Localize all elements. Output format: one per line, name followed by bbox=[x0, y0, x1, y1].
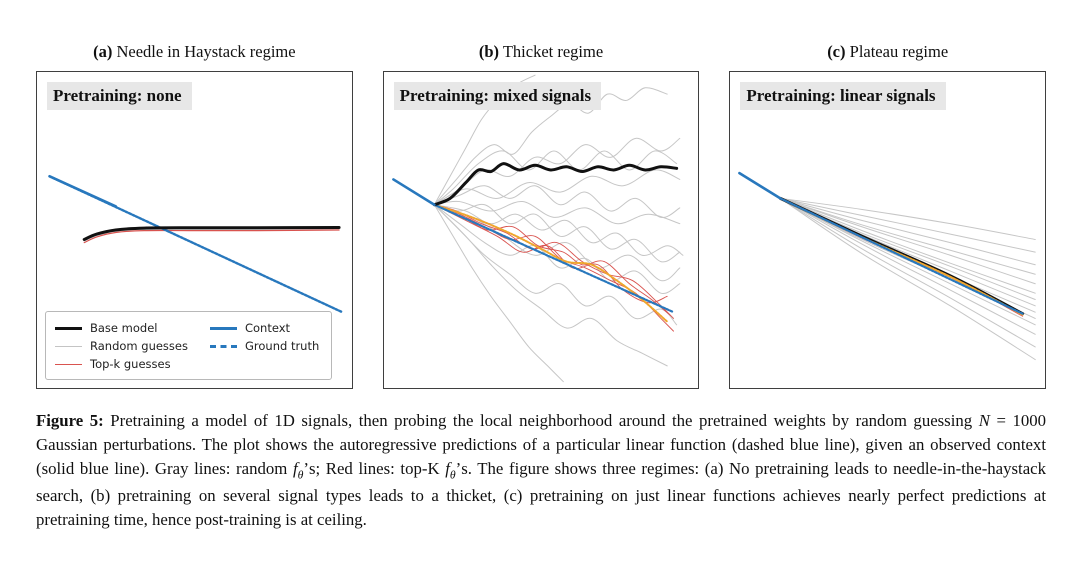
legend-column: Base model Random guesses Top-k guesses bbox=[55, 319, 188, 373]
plot-thicket bbox=[384, 72, 699, 388]
legend-item: Top-k guesses bbox=[55, 355, 188, 373]
series-random-guess-6 bbox=[434, 205, 679, 294]
series-random-guess-2 bbox=[781, 198, 1036, 252]
caption-segment: ’s; Red lines: top-K bbox=[303, 459, 446, 479]
series-random-guess-6 bbox=[781, 198, 1036, 293]
series-top-k-guess-2 bbox=[434, 205, 673, 331]
caption-segment: f bbox=[292, 459, 298, 479]
legend-label: Top-k guesses bbox=[90, 357, 171, 371]
series-random-guess-12 bbox=[781, 198, 1036, 334]
panel-tag-b: (b) bbox=[478, 42, 500, 61]
pretraining-label-b: Pretraining: mixed signals bbox=[393, 82, 602, 110]
series-context bbox=[740, 173, 781, 198]
series-random-guess-3 bbox=[434, 138, 679, 204]
series-top-k-guesses bbox=[84, 230, 339, 243]
legend-line-sample bbox=[55, 326, 82, 330]
panel-title-a: (a) Needle in Haystack regime bbox=[36, 42, 353, 62]
series-ground-truth bbox=[434, 205, 673, 312]
series-random-guess-4 bbox=[781, 198, 1036, 274]
legend-item: Context bbox=[209, 319, 319, 337]
series-top-k-guess-4 bbox=[434, 205, 673, 319]
legend-line-sample bbox=[55, 363, 82, 365]
caption-segment: θ bbox=[449, 468, 456, 482]
legend-label: Context bbox=[244, 321, 291, 335]
figure-5: (a) Needle in Haystack regime (b) Thicke… bbox=[36, 42, 1047, 532]
series-random-guess-14 bbox=[434, 205, 679, 281]
legend-label: Base model bbox=[90, 321, 158, 335]
pretraining-label-a: Pretraining: none bbox=[47, 82, 192, 110]
legend-item: Ground truth bbox=[209, 337, 320, 355]
caption-segment: = 1000 Gaussian perturbations. The plot … bbox=[36, 411, 1047, 479]
series-random-guess-9 bbox=[434, 205, 563, 382]
series-random-guess-5 bbox=[781, 198, 1036, 283]
series-random-guess-14 bbox=[781, 198, 1036, 359]
series-top-k-guess-3 bbox=[434, 205, 667, 303]
plot-plateau bbox=[730, 72, 1045, 388]
pretraining-label-c: Pretraining: linear signals bbox=[740, 82, 946, 110]
panel-needle-in-haystack: Pretraining: none Base model Random guess… bbox=[36, 71, 353, 389]
caption-segment: ’s. The figure shows three regimes: (a) … bbox=[36, 459, 1046, 530]
series-random-guess-2 bbox=[434, 88, 667, 205]
series-ground-truth bbox=[781, 198, 1023, 313]
panel-plateau: Pretraining: linear signals bbox=[729, 71, 1047, 389]
panel-title-text-b: Thicket regime bbox=[499, 42, 604, 61]
panel-title-text-a: Needle in Haystack regime bbox=[112, 42, 296, 61]
series-random-guess-7 bbox=[434, 205, 676, 325]
legend-line-sample bbox=[55, 345, 82, 347]
panel-title-b: (b) Thicket regime bbox=[383, 42, 700, 62]
series-base-model bbox=[434, 164, 676, 205]
series-random-guess-11 bbox=[434, 170, 679, 205]
figure-caption: Figure 5: Pretraining a model of 1D sign… bbox=[36, 409, 1046, 532]
series-base-model bbox=[84, 227, 339, 239]
plot-legend: Base model Random guesses Top-k guesses Con… bbox=[45, 311, 333, 380]
plot-needle-in-haystack bbox=[37, 72, 352, 388]
panel-titles-row: (a) Needle in Haystack regime (b) Thicke… bbox=[36, 42, 1046, 62]
series-random-guess-5 bbox=[434, 205, 683, 256]
series-random-guess-12 bbox=[434, 204, 679, 262]
caption-segment: Pretraining a model of 1D signals, then … bbox=[103, 411, 979, 430]
legend-column: Context Ground truth bbox=[209, 319, 320, 373]
panel-tag-c: (c) bbox=[827, 42, 846, 61]
panel-title-c: (c) Plateau regime bbox=[729, 42, 1046, 62]
series-random-guess-4 bbox=[434, 186, 679, 218]
legend-label: Ground truth bbox=[244, 339, 320, 353]
panel-tag-a: (a) bbox=[93, 42, 113, 61]
caption-segment: N bbox=[978, 411, 990, 430]
series-random-guess-11 bbox=[781, 198, 1036, 324]
series-context bbox=[393, 179, 434, 204]
series-random-guess-13 bbox=[781, 198, 1036, 347]
series-context bbox=[50, 176, 116, 206]
series-random-guess-10 bbox=[434, 201, 679, 223]
legend-line-sample bbox=[209, 344, 237, 348]
series-random-guess-1 bbox=[781, 198, 1036, 239]
caption-segment: f bbox=[445, 459, 450, 479]
series-random-guess-3 bbox=[781, 198, 1036, 264]
series-random-guess-8 bbox=[434, 205, 667, 366]
panels-row: Pretraining: none Base model Random guess… bbox=[36, 71, 1047, 389]
legend-item: Random guesses bbox=[55, 337, 188, 355]
legend-line-sample bbox=[209, 326, 237, 330]
legend-item: Base model bbox=[55, 319, 188, 337]
caption-segment: Figure 5: bbox=[36, 411, 104, 430]
panel-title-text-c: Plateau regime bbox=[845, 42, 949, 61]
caption-segment: θ bbox=[297, 468, 304, 482]
panel-thicket: Pretraining: mixed signals bbox=[382, 71, 700, 389]
legend-label: Random guesses bbox=[90, 339, 188, 353]
